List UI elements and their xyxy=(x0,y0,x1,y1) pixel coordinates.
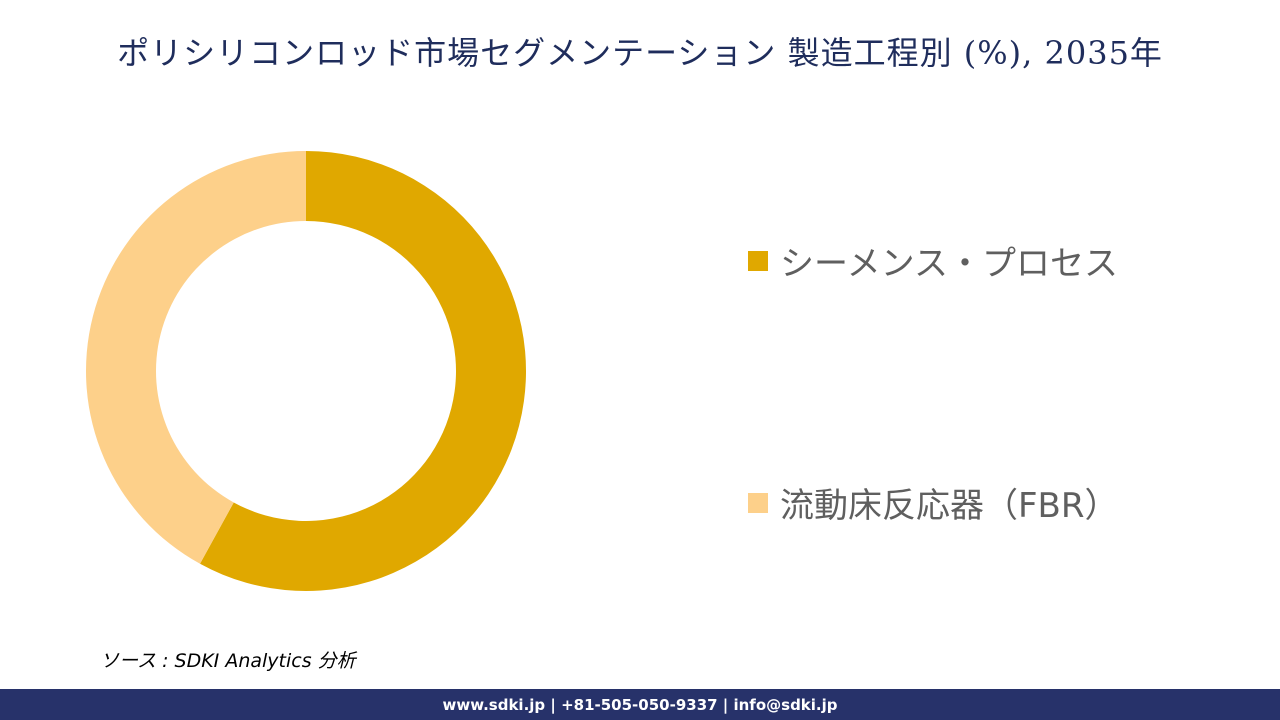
donut-slice-siemens xyxy=(200,151,526,591)
legend-label-fbr: 流動床反応器（FBR） xyxy=(780,486,1119,526)
chart-title: ポリシリコンロッド市場セグメンテーション 製造工程別 (%), 2035年 xyxy=(117,34,1163,72)
source-note: ソース : SDKI Analytics 分析 xyxy=(100,650,356,672)
legend-swatch-siemens xyxy=(748,250,768,271)
donut-slice-fbr xyxy=(85,151,306,564)
legend-label-siemens: シーメンス・プロセス xyxy=(780,244,1118,284)
donut-chart xyxy=(85,151,526,591)
legend-swatch-fbr xyxy=(748,492,768,513)
legend-item-fbr: 流動床反応器（FBR） xyxy=(748,478,1119,527)
footer-contact: www.sdki.jp | +81-505-050-9337 | info@sd… xyxy=(442,695,838,714)
footer-bar: www.sdki.jp | +81-505-050-9337 | info@sd… xyxy=(0,689,1280,720)
legend-item-siemens: シーメンス・プロセス xyxy=(748,236,1118,285)
